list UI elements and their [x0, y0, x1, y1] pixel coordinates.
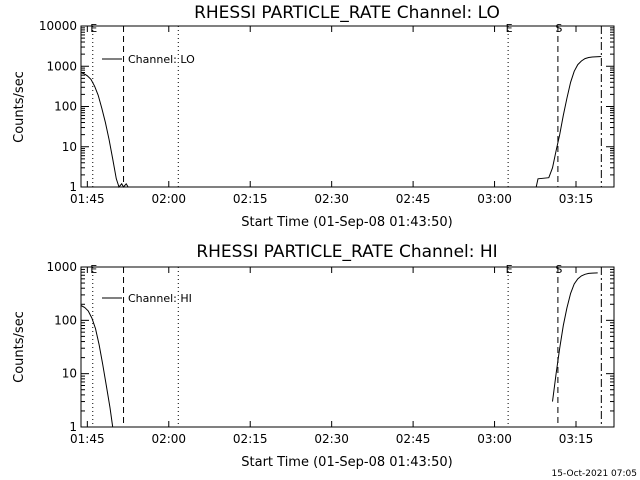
x-tick-label: 02:45 — [396, 432, 431, 446]
chart-panel-hi: RHESSI PARTICLE_RATE Channel: HI Start T… — [12, 242, 615, 470]
y-tick-label: 1000 — [46, 59, 77, 73]
marker-label: E — [506, 263, 513, 276]
legend: Channel: HI — [102, 292, 192, 305]
y-tick-label: 1 — [69, 180, 77, 194]
marker-label: E — [90, 263, 97, 276]
x-tick-label: 02:00 — [151, 432, 186, 446]
y-tick-label: 1 — [69, 420, 77, 434]
y-tick-label: 100 — [54, 313, 77, 327]
x-tick-label: 01:45 — [70, 432, 105, 446]
chart-title: RHESSI PARTICLE_RATE Channel: LO — [194, 3, 500, 23]
x-tick-label: 03:15 — [559, 432, 594, 446]
x-tick-label: 02:30 — [314, 432, 349, 446]
marker-label: E — [506, 22, 513, 35]
series-line-segment — [80, 305, 114, 428]
y-tick-label: 10 — [62, 367, 77, 381]
y-axis-title: Counts/sec — [12, 71, 27, 143]
x-tick-label: 02:00 — [151, 192, 186, 206]
x-tick-label: 02:15 — [233, 192, 268, 206]
chart-title: RHESSI PARTICLE_RATE Channel: HI — [196, 242, 497, 262]
y-tick-label: 100 — [54, 100, 77, 114]
chart-panel-lo: RHESSI PARTICLE_RATE Channel: LO Start T… — [12, 3, 615, 230]
x-axis-title: Start Time (01-Sep-08 01:43:50) — [241, 215, 452, 230]
series-line-segment — [535, 56, 602, 188]
y-axis-title: Counts/sec — [12, 311, 27, 383]
marker-label: S — [555, 22, 562, 35]
x-tick-label: 02:45 — [396, 192, 431, 206]
x-tick-label: 03:00 — [477, 192, 512, 206]
x-tick-label: 02:30 — [314, 192, 349, 206]
series-line-segment — [552, 272, 598, 402]
x-tick-label: 03:15 — [559, 192, 594, 206]
y-tick-label: 10000 — [39, 19, 77, 33]
marker-label: S — [555, 263, 562, 276]
legend-label: Channel: HI — [128, 292, 192, 305]
x-tick-label: 01:45 — [70, 192, 105, 206]
plot-frame — [80, 266, 615, 428]
x-tick-label: 03:00 — [477, 432, 512, 446]
footer-timestamp: 15-Oct-2021 07:05 — [552, 469, 637, 479]
x-tick-label: 02:15 — [233, 432, 268, 446]
series-line-segment — [80, 72, 129, 189]
legend-label: Channel: LO — [128, 53, 195, 66]
y-tick-label: 1000 — [46, 260, 77, 274]
marker-label: E — [90, 22, 97, 35]
y-tick-label: 10 — [62, 140, 77, 154]
x-axis-title: Start Time (01-Sep-08 01:43:50) — [241, 455, 452, 470]
